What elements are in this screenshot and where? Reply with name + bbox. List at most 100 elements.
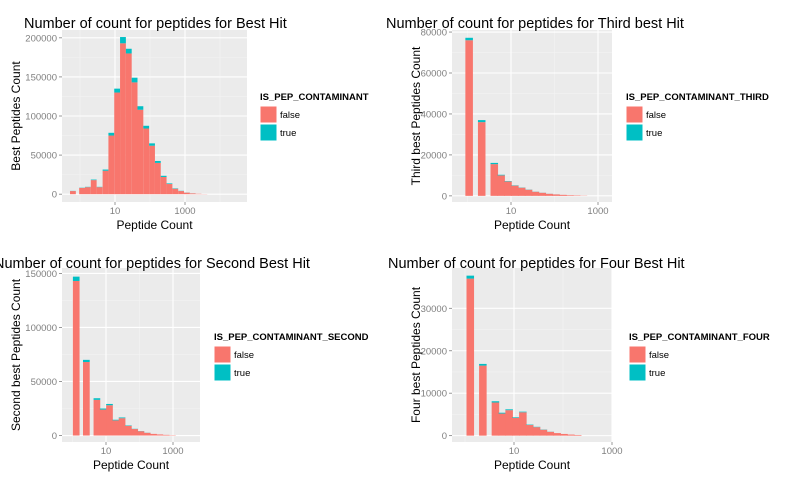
bar-false [565,195,574,196]
bar-false [137,109,144,195]
y-tick-label: 30000 [421,304,447,315]
bar-false [525,425,534,436]
bar-false [560,433,568,436]
bar-true [505,409,513,411]
legend-key-false [628,345,647,364]
bar-true [160,175,167,177]
bar-false [184,192,190,195]
bar-true [112,419,120,421]
y-axis-label: Second best Peptides Count [9,278,23,431]
bar-false [512,417,520,436]
y-tick-label: 0 [442,191,447,202]
x-tick-label: 1000 [174,206,195,217]
bar-false [120,43,126,195]
bar-false [545,193,553,196]
bar-false [108,135,115,195]
bar-false [567,434,575,436]
y-axis-label: Best Peptides Count [9,61,23,171]
y-tick-label: 100000 [25,112,57,123]
y-tick-label: 20000 [421,150,447,161]
x-axis-label: Peptide Count [116,218,193,232]
x-tick-label: 1000 [587,206,608,217]
y-tick-label: 40000 [421,109,447,120]
bar-true [465,37,473,41]
chart-title: Number of count for peptides for Best Hi… [24,16,287,32]
bar-false [125,425,132,436]
bar-true [83,359,90,363]
bar-false [96,187,103,195]
bar-true [114,88,121,93]
legend-key-false [625,105,644,124]
bar-false [143,128,150,195]
bar-false [466,278,475,436]
legend-title: IS_PEP_CONTAMINANT_SECOND [214,332,369,343]
bar-true [120,37,126,44]
bar-false [162,434,170,436]
y-tick-label: 150000 [25,72,57,83]
bar-false [573,434,582,436]
bar-false [84,187,91,195]
bar-true [118,417,126,419]
bar-false [137,431,145,436]
chart-title: Number of count for peptides for Four Be… [388,256,685,272]
legend-label-false: false [234,350,254,361]
legend-key-true [625,123,644,142]
y-tick-label: 0 [442,431,447,442]
bar-false [83,362,90,436]
x-tick-label: 10 [506,206,517,217]
y-tick-label: 80000 [421,28,447,39]
bar-false [546,431,555,436]
plot-panel [62,268,200,442]
plot-panel [452,30,612,202]
bar-false [178,191,185,195]
y-tick-label: 200000 [25,33,57,44]
second-best-hit-chart: 0 50000 100000 150000 10 1000 Number of count … [0,256,369,472]
bar-false [149,145,155,195]
bar-true [154,160,161,163]
bar-false [156,434,164,436]
legend-key-false [213,345,232,364]
third-best-hit-chart: 0 20000 40000 60000 80000 10 1000 Number of cou… [386,16,769,232]
chart-title: Number of count for peptides for Second … [0,256,310,272]
bar-true [106,403,113,406]
bar-false [559,194,567,196]
bar-false [491,402,500,436]
bar-false [172,188,179,195]
legend-key-true [213,363,232,382]
bar-true [149,143,155,146]
legend-label-false: false [280,110,300,121]
bar-false [131,429,139,436]
bar-false [477,122,486,196]
bar-false [131,82,138,195]
bar-true [498,412,507,414]
bar-false [154,162,161,195]
bar-false [118,418,126,436]
bar-false [524,189,533,196]
bar-false [189,193,196,195]
x-tick-label: 1000 [601,446,622,457]
bar-true [99,408,107,410]
x-tick-label: 10 [509,446,520,457]
legend-title: IS_PEP_CONTAMINANT_FOUR [629,332,770,343]
bar-false [79,187,85,195]
bar-true [512,417,520,418]
y-tick-label: 50000 [31,377,57,388]
bar-false [125,53,132,195]
y-tick-label: 0 [52,431,57,442]
legend-label-true: true [280,128,296,139]
y-tick-label: 50000 [31,151,57,162]
bar-true [93,398,101,400]
bar-false [552,194,560,196]
legend-label-true: true [234,368,250,379]
bar-false [99,409,107,436]
bar-false [539,429,548,436]
bar-true [90,179,97,181]
y-tick-label: 0 [52,190,57,201]
legend-key-false [259,105,278,124]
bar-false [102,170,109,195]
four-best-hit-chart: 0 10000 20000 30000 10 1000 Number of count fo… [388,256,770,472]
x-tick-label: 10 [101,446,112,457]
y-tick-label: 20000 [421,346,447,357]
bar-true [72,276,80,281]
bar-false [166,184,173,195]
